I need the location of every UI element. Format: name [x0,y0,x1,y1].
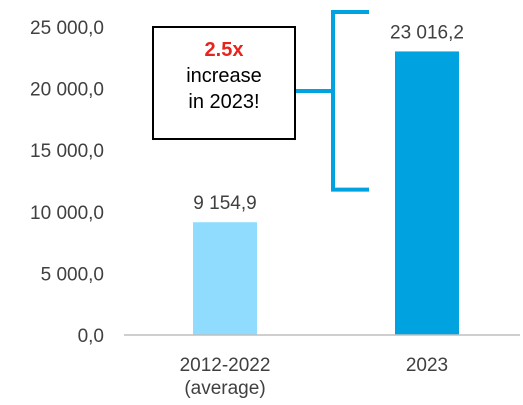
y-tick-label: 5 000,0 [41,264,104,285]
y-axis: 0,0 5 000,0 10 000,0 15 000,0 20 000,0 25 000… [30,18,104,347]
annotation-box: 2.5x increase in 2023! [152,26,296,140]
annotation-line-2: in 2023! [188,91,260,113]
y-tick-label: 15 000,0 [30,141,104,162]
annotation-bracket [296,10,369,192]
annotation-highlight: 2.5x [204,39,244,61]
x-tick-label: 2023 [406,355,448,376]
bars [193,51,459,335]
bar [395,51,459,335]
x-tick-label: (average) [184,378,265,399]
data-labels: 9 154,9 23 016,2 [193,22,464,214]
x-tick-label: 2012-2022 [180,355,271,376]
y-tick-label: 20 000,0 [30,80,104,101]
data-label: 23 016,2 [390,22,464,43]
annotation-line-1: increase [186,65,262,87]
bar [193,222,257,335]
y-tick-label: 25 000,0 [30,18,104,39]
data-label: 9 154,9 [193,193,256,214]
y-tick-label: 0,0 [78,326,104,347]
y-tick-label: 10 000,0 [30,203,104,224]
x-axis: 2012-2022(average) 2023 [180,355,449,399]
